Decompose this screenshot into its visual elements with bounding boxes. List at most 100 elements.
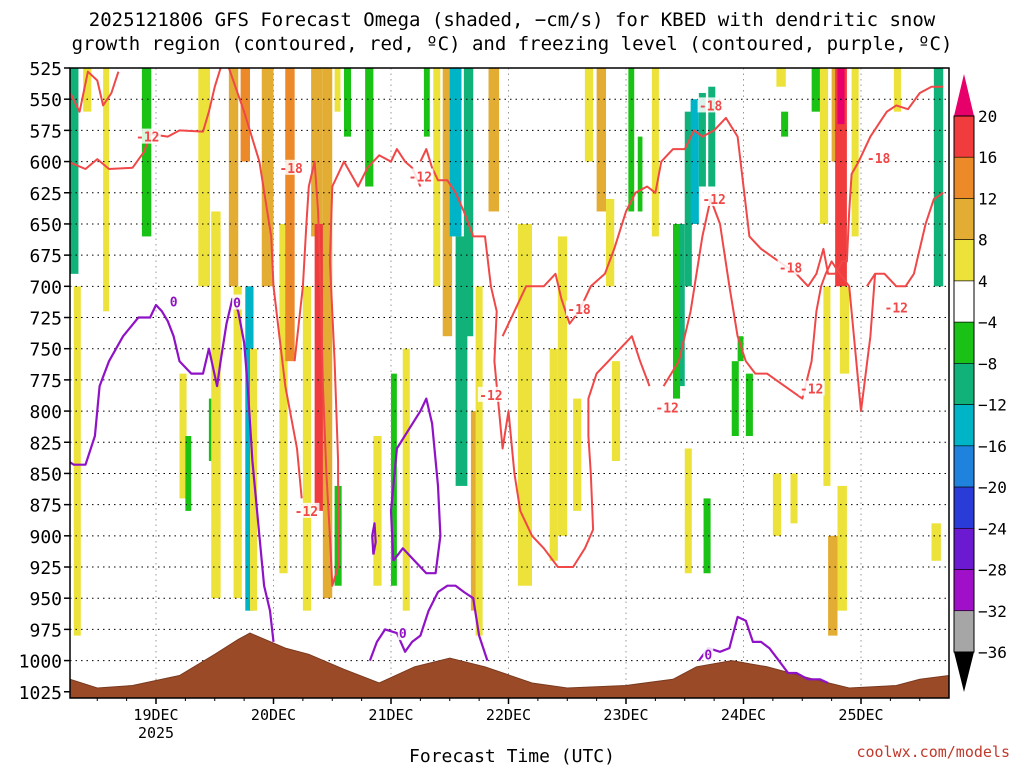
omega-cell — [790, 473, 798, 524]
y-tick-label: 800 — [29, 402, 62, 423]
colorbar-box — [953, 569, 975, 612]
colorbar-box — [953, 445, 975, 488]
omega-cell — [637, 136, 643, 212]
freezing-contour — [389, 397, 442, 575]
dgz-contour-label: -12 — [655, 401, 678, 416]
terrain-layer — [70, 632, 949, 698]
omega-cell — [678, 223, 685, 387]
omega-cell — [517, 223, 532, 586]
colorbar-label: 20 — [978, 107, 997, 126]
omega-cell — [811, 68, 824, 112]
omega-cell — [684, 111, 692, 287]
freezing-contour-label: 0 — [233, 297, 241, 312]
omega-cell — [185, 436, 192, 511]
omega-cell — [698, 92, 706, 187]
dgz-contour — [419, 148, 651, 568]
colorbar-box — [953, 486, 975, 529]
y-tick-label: 900 — [29, 527, 62, 548]
omega-cell — [690, 99, 699, 224]
x-tick-sublabel: 2025 — [138, 724, 174, 742]
omega-cell — [103, 68, 109, 312]
x-tick-label: 23DEC — [603, 706, 648, 724]
omega-cell — [449, 68, 462, 237]
freezing-contour — [371, 522, 377, 555]
omega-cell — [198, 68, 211, 287]
omega-cell — [423, 68, 430, 137]
y-tick-label: 575 — [29, 121, 62, 142]
y-tick-label: 600 — [29, 153, 62, 174]
omega-cell — [851, 68, 859, 237]
credit-text: coolwx.com/models — [856, 743, 1010, 761]
colorbar-label: −24 — [978, 519, 1007, 538]
y-tick-label: 1000 — [19, 652, 62, 673]
x-tick-label: 21DEC — [368, 706, 413, 724]
dgz-contour-label: -18 — [279, 162, 303, 177]
omega-cell — [373, 436, 382, 586]
axes-layer: 525 550 575 600 625 650 675 700 725 750 775 800 825 8… — [19, 59, 950, 742]
contour-label-bg — [883, 299, 910, 315]
dgz-contour-label: -12 — [702, 193, 725, 208]
omega-cell — [893, 68, 901, 112]
freezing-contour — [70, 297, 275, 643]
colorbar-top-arrow — [954, 74, 974, 116]
omega-cell — [73, 286, 81, 636]
colorbar-box — [953, 363, 975, 405]
y-tick-label: 650 — [29, 215, 62, 236]
omega-cell — [279, 223, 288, 574]
contour-label-bg — [701, 190, 728, 206]
omega-cell — [245, 286, 254, 611]
y-tick-label: 825 — [29, 433, 62, 454]
colorbar-box — [953, 156, 975, 199]
omega-cell — [302, 286, 312, 611]
contour-label-bg — [697, 97, 724, 113]
dgz-contour — [501, 116, 809, 337]
omega-cell — [470, 411, 478, 611]
y-tick-label: 1025 — [19, 683, 62, 704]
dgz-contour-label: -18 — [867, 152, 891, 167]
colorbar-box — [953, 404, 975, 447]
omega-cell — [488, 68, 500, 212]
dgz-contour-label: -12 — [800, 383, 823, 398]
omega-cell — [402, 348, 410, 611]
omega-cell — [839, 286, 850, 374]
freezing-contour — [368, 584, 489, 661]
contour-label-bg — [278, 159, 305, 175]
omega-cell — [596, 68, 607, 212]
omega-cell — [628, 68, 635, 212]
colorbar-box — [953, 280, 975, 323]
colorbar-label: −28 — [978, 561, 1007, 580]
chart-title-line-1: 2025121806 GFS Forecast Omega (shaded, −… — [88, 9, 936, 31]
x-tick-label: 19DEC — [133, 706, 178, 724]
omega-cell — [606, 198, 615, 287]
freezing-contour-label: 0 — [704, 648, 712, 663]
plot-frame — [69, 67, 950, 699]
contour-label-bg — [477, 386, 504, 402]
colorbar-box — [953, 321, 975, 364]
colorbar-label: −36 — [978, 643, 1007, 662]
omega-cell — [703, 498, 711, 574]
freezing-level-layer — [70, 297, 829, 685]
colorbar-bottom-arrow — [954, 652, 974, 692]
omega-cell — [141, 68, 152, 237]
omega-cell — [933, 68, 944, 287]
dgz-contour-label: -18 — [779, 262, 803, 277]
colorbar-frame — [953, 115, 975, 653]
omega-cell — [819, 68, 829, 224]
x-tick-label: 20DEC — [251, 706, 296, 724]
dgz-contour — [807, 85, 944, 287]
contour-label-bg — [777, 259, 804, 275]
y-tick-label: 675 — [29, 246, 62, 267]
omega-cell — [475, 286, 483, 636]
omega-cell — [549, 348, 558, 561]
omega-cell — [731, 361, 739, 437]
omega-cell — [673, 223, 681, 399]
dgz-contour-label: -12 — [136, 131, 159, 146]
omega-cell — [837, 68, 845, 125]
colorbar-box — [953, 198, 975, 240]
colorbar-label: −12 — [978, 396, 1007, 415]
omega-cell — [931, 523, 941, 561]
x-axis-label: Forecast Time (UTC) — [409, 746, 615, 767]
dgz-contour-label: -18 — [567, 303, 591, 318]
omega-cell — [781, 111, 789, 137]
omega-cell — [211, 211, 221, 599]
